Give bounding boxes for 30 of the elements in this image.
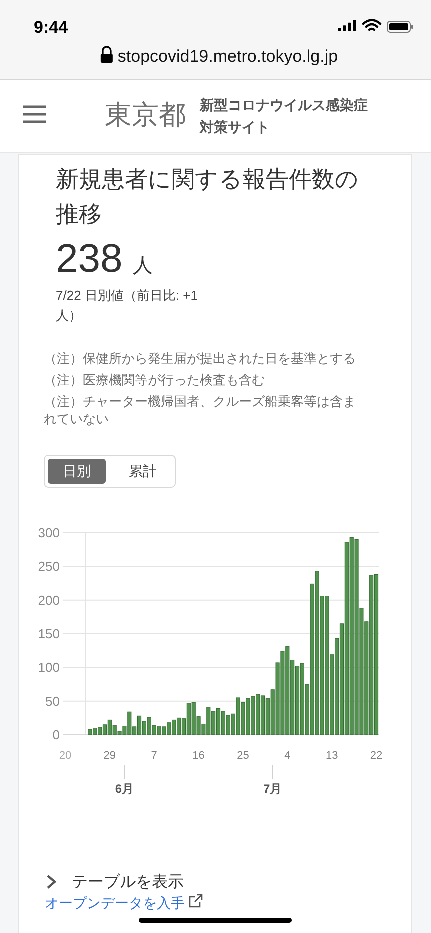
x-tick-label: 7: [151, 750, 158, 762]
text: テーブルを表示: [72, 873, 184, 891]
y-tick-label: 0: [52, 728, 60, 742]
segmented-control: 日別 累計: [44, 455, 176, 488]
x-tick-label: 25: [237, 750, 250, 762]
y-tick-label: 150: [38, 626, 60, 642]
text: stopcovid19.metro.tokyo.lg.jp: [118, 47, 338, 66]
text: 9:44: [34, 18, 69, 37]
y-tick-label: 50: [46, 694, 60, 709]
text: 東京都: [105, 100, 186, 130]
x-tick-label: 16: [192, 750, 205, 762]
chart-title: 新規患者に関する報告件数の推移: [56, 166, 359, 227]
y-tick-label: 100: [38, 660, 60, 676]
x-tick-label: 20: [59, 750, 72, 762]
text: 新型コロナウイルス感染症対策サイト: [199, 97, 368, 135]
text: （注）保健所から発生届が提出された日を基準とする: [44, 351, 356, 366]
text: 238 人: [56, 237, 153, 281]
y-tick-label: 300: [38, 526, 60, 540]
y-tick-label: 250: [38, 559, 60, 574]
y-tick-label: 200: [38, 592, 60, 608]
x-tick-label: 13: [326, 750, 338, 762]
annotation: 6月: [115, 782, 134, 796]
annotation: 7月: [264, 782, 282, 796]
chart-subtitle: 7/22 日別値（前日比: +1 人）: [56, 288, 198, 323]
x-tick-label: 4: [284, 750, 291, 762]
x-tick-label: 22: [370, 750, 383, 762]
text: オープンデータを入手: [45, 895, 185, 911]
x-tick-label: 29: [104, 750, 116, 762]
text: （注）医療機関等が行った検査も含む: [44, 372, 265, 388]
text: （注）チャーター機帰国者、クルーズ船乗客等は含まれていない: [44, 394, 356, 426]
